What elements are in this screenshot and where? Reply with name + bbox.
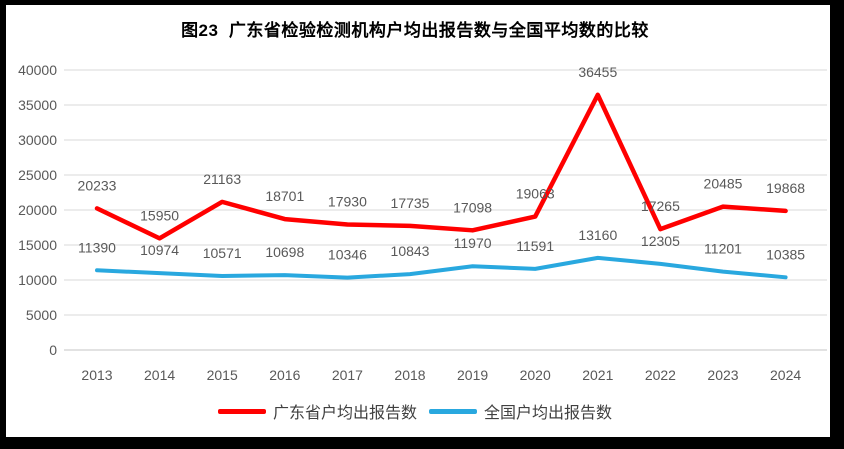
- data-point-label: 11970: [454, 235, 492, 251]
- y-axis-tick-label: 10000: [18, 272, 57, 288]
- legend-label-guangdong: 广东省户均出报告数: [272, 405, 417, 422]
- x-axis-tick-label: 2015: [207, 367, 238, 383]
- legend-label-national: 全国户均出报告数: [484, 405, 613, 422]
- data-point-label: 17930: [328, 193, 367, 209]
- data-point-label: 11390: [78, 239, 116, 255]
- x-axis-tick-label: 2022: [645, 367, 676, 383]
- data-point-label: 21163: [203, 171, 241, 187]
- data-point-label: 36455: [578, 64, 617, 80]
- x-axis-tick-label: 2017: [332, 367, 363, 383]
- data-point-label: 10843: [391, 243, 430, 259]
- data-point-label: 18701: [265, 188, 304, 204]
- y-axis-tick-label: 5000: [26, 307, 57, 323]
- frame-border-left: [0, 0, 6, 449]
- data-point-label: 10346: [328, 247, 367, 263]
- y-axis-tick-label: 40000: [18, 62, 57, 78]
- data-point-label: 10385: [766, 246, 805, 262]
- x-axis-tick-label: 2016: [269, 367, 300, 383]
- x-axis-tick-label: 2019: [457, 367, 488, 383]
- y-axis-tick-label: 0: [49, 342, 57, 358]
- data-point-label: 10571: [203, 245, 242, 261]
- legend-item-guangdong: 广东省户均出报告数: [217, 399, 417, 423]
- frame-border-top: [0, 0, 844, 5]
- data-point-label: 20233: [78, 177, 117, 193]
- data-point-label: 13160: [578, 227, 617, 243]
- y-axis-tick-label: 35000: [18, 97, 57, 113]
- data-point-label: 11591: [516, 238, 554, 254]
- series-line-1: [95, 255, 788, 280]
- legend-item-national: 全国户均出报告数: [429, 399, 612, 423]
- x-axis-tick-label: 2021: [582, 367, 613, 383]
- data-point-label: 12305: [641, 233, 680, 249]
- legend-swatch-blue-line: [429, 408, 477, 414]
- frame-border-right: [830, 0, 844, 449]
- x-axis-tick-label: 2018: [394, 367, 425, 383]
- data-point-label: 10974: [140, 242, 179, 258]
- data-point-label: 11201: [704, 241, 742, 257]
- data-point-label: 17735: [391, 195, 430, 211]
- data-point-label: 20485: [704, 176, 743, 192]
- chart-legend: 广东省户均出报告数 全国户均出报告数: [0, 399, 830, 423]
- x-axis-tick-label: 2014: [144, 367, 175, 383]
- series-line-0: [94, 92, 788, 241]
- data-point-label: 19868: [766, 180, 805, 196]
- frame-border-bottom: [0, 437, 844, 449]
- data-point-label: 17265: [641, 198, 680, 214]
- data-point-label: 10698: [265, 244, 304, 260]
- x-axis-tick-label: 2024: [770, 367, 801, 383]
- legend-swatch-red-line: [217, 408, 266, 414]
- x-axis-tick-label: 2023: [707, 367, 738, 383]
- y-axis-tick-label: 30000: [18, 132, 57, 148]
- x-axis-tick-label: 2013: [81, 367, 112, 383]
- x-axis-tick-label: 2020: [520, 367, 551, 383]
- data-point-label: 19063: [516, 186, 555, 202]
- chart-title: 图23 广东省检验检测机构户均出报告数与全国平均数的比较: [181, 21, 649, 40]
- y-axis-tick-label: 25000: [18, 167, 57, 183]
- y-axis-tick-label: 15000: [18, 237, 57, 253]
- data-point-label: 17098: [453, 199, 492, 215]
- data-point-label: 15950: [140, 207, 179, 223]
- y-axis-tick-label: 20000: [18, 202, 57, 218]
